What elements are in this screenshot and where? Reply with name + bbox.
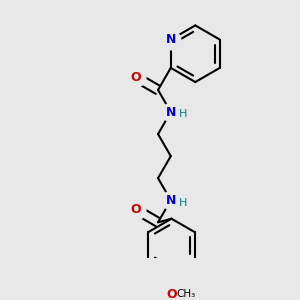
Text: H: H	[178, 109, 187, 119]
Text: H: H	[178, 197, 187, 208]
Text: N: N	[166, 194, 176, 207]
Text: N: N	[166, 33, 176, 46]
Text: N: N	[166, 106, 176, 118]
Text: CH₃: CH₃	[177, 290, 196, 299]
Text: O: O	[166, 288, 177, 300]
Text: O: O	[131, 203, 141, 216]
Text: O: O	[131, 71, 141, 84]
